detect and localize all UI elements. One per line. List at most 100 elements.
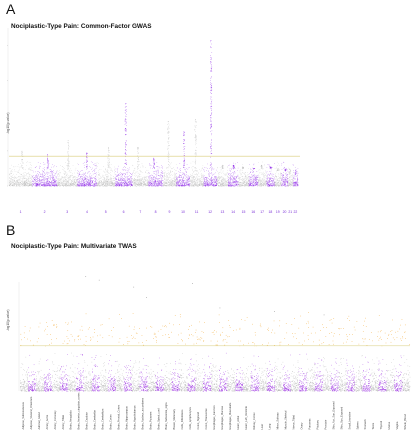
snp-point — [107, 162, 109, 164]
snp-point — [125, 144, 126, 145]
snp-point — [195, 136, 197, 138]
snp-point — [86, 167, 87, 169]
snp-point — [125, 119, 127, 120]
panel-a-letter: A — [6, 1, 16, 17]
snp-point — [183, 140, 185, 141]
snp-point — [68, 161, 70, 163]
snp-point — [108, 166, 109, 167]
snp-point — [125, 159, 126, 160]
snp-point — [195, 151, 197, 153]
snp-point — [21, 155, 23, 156]
snp-point — [21, 159, 23, 160]
snp-point — [183, 154, 185, 156]
snp-point — [47, 158, 48, 160]
snp-point — [183, 133, 184, 134]
snp-point — [109, 155, 110, 156]
snp-point — [124, 110, 126, 111]
peak-snp — [21, 150, 23, 152]
snp-point — [168, 131, 169, 133]
snp-point — [194, 167, 196, 168]
snp-point — [85, 159, 87, 161]
snp-point — [137, 166, 139, 167]
snp-point — [86, 159, 88, 161]
chromosome-label: 5 — [105, 210, 107, 214]
snp-point — [108, 149, 109, 151]
snp-point — [125, 131, 127, 132]
snp-point — [184, 139, 185, 140]
snp-point — [153, 163, 154, 165]
snp-point — [125, 145, 127, 146]
snp-point — [137, 161, 138, 163]
snp-point — [125, 128, 126, 129]
snp-point — [195, 141, 197, 143]
snp-point — [68, 142, 69, 143]
snp-point — [86, 152, 88, 154]
snp-point — [168, 131, 170, 133]
snp-point — [184, 165, 185, 166]
snp-point — [48, 167, 49, 168]
snp-point — [183, 162, 185, 164]
snp-point — [168, 152, 169, 153]
snp-point — [109, 164, 110, 165]
snp-point — [167, 124, 169, 125]
snp-point — [67, 163, 68, 164]
snp-point — [195, 163, 196, 164]
snp-point — [21, 164, 22, 166]
snp-point — [183, 149, 185, 151]
snp-point — [107, 165, 109, 167]
snp-point — [167, 129, 168, 130]
snp-point — [124, 163, 126, 164]
chromosome-label: 7 — [139, 210, 141, 214]
snp-point — [125, 119, 126, 120]
snp-point — [167, 156, 169, 158]
snp-point — [154, 163, 155, 165]
snp-point — [108, 167, 109, 168]
snp-point — [137, 168, 139, 169]
snp-point — [68, 147, 69, 149]
snp-point — [195, 139, 197, 141]
snp-point — [108, 167, 110, 168]
snp-point — [125, 130, 126, 131]
snp-point — [86, 158, 88, 160]
snp-point — [125, 149, 126, 151]
snp-point — [167, 149, 169, 150]
gwas-plot: 1 2 3 4 5 6 7 8 9 10 11 12 13 14 15 16 17 18 19 20 21 22 — [7, 28, 300, 214]
snp-point — [126, 106, 127, 107]
chromosome-6-points — [114, 103, 133, 187]
snp-point — [124, 118, 126, 120]
snp-point — [67, 151, 68, 153]
chromosome-label: 11 — [195, 210, 199, 214]
snp-point — [138, 148, 139, 149]
snp-point — [124, 112, 126, 113]
snp-point — [153, 165, 155, 167]
snp-point — [168, 135, 170, 136]
snp-point — [183, 141, 185, 142]
snp-point — [126, 144, 127, 145]
snp-point — [107, 161, 109, 163]
snp-point — [87, 165, 88, 167]
snp-point — [47, 159, 49, 161]
snp-point — [183, 160, 185, 161]
snp-point — [137, 148, 139, 150]
chromosome-label: 8 — [155, 210, 157, 214]
snp-point — [87, 161, 88, 162]
snp-point — [125, 109, 126, 111]
snp-point — [195, 122, 197, 123]
snp-point — [86, 164, 88, 165]
snp-point — [22, 163, 24, 165]
snp-point — [68, 164, 69, 165]
snp-point — [168, 165, 170, 166]
chromosome-5-points — [96, 147, 116, 187]
snp-point — [195, 138, 197, 140]
snp-point — [138, 157, 139, 158]
snp-point — [184, 148, 185, 149]
snp-point — [168, 127, 170, 129]
snp-point — [138, 159, 139, 160]
snp-point — [67, 160, 69, 162]
snp-point — [154, 168, 155, 169]
snp-point — [68, 163, 69, 164]
snp-point — [195, 150, 197, 151]
snp-point — [194, 137, 196, 138]
snp-point — [124, 120, 126, 122]
snp-point — [195, 154, 197, 156]
